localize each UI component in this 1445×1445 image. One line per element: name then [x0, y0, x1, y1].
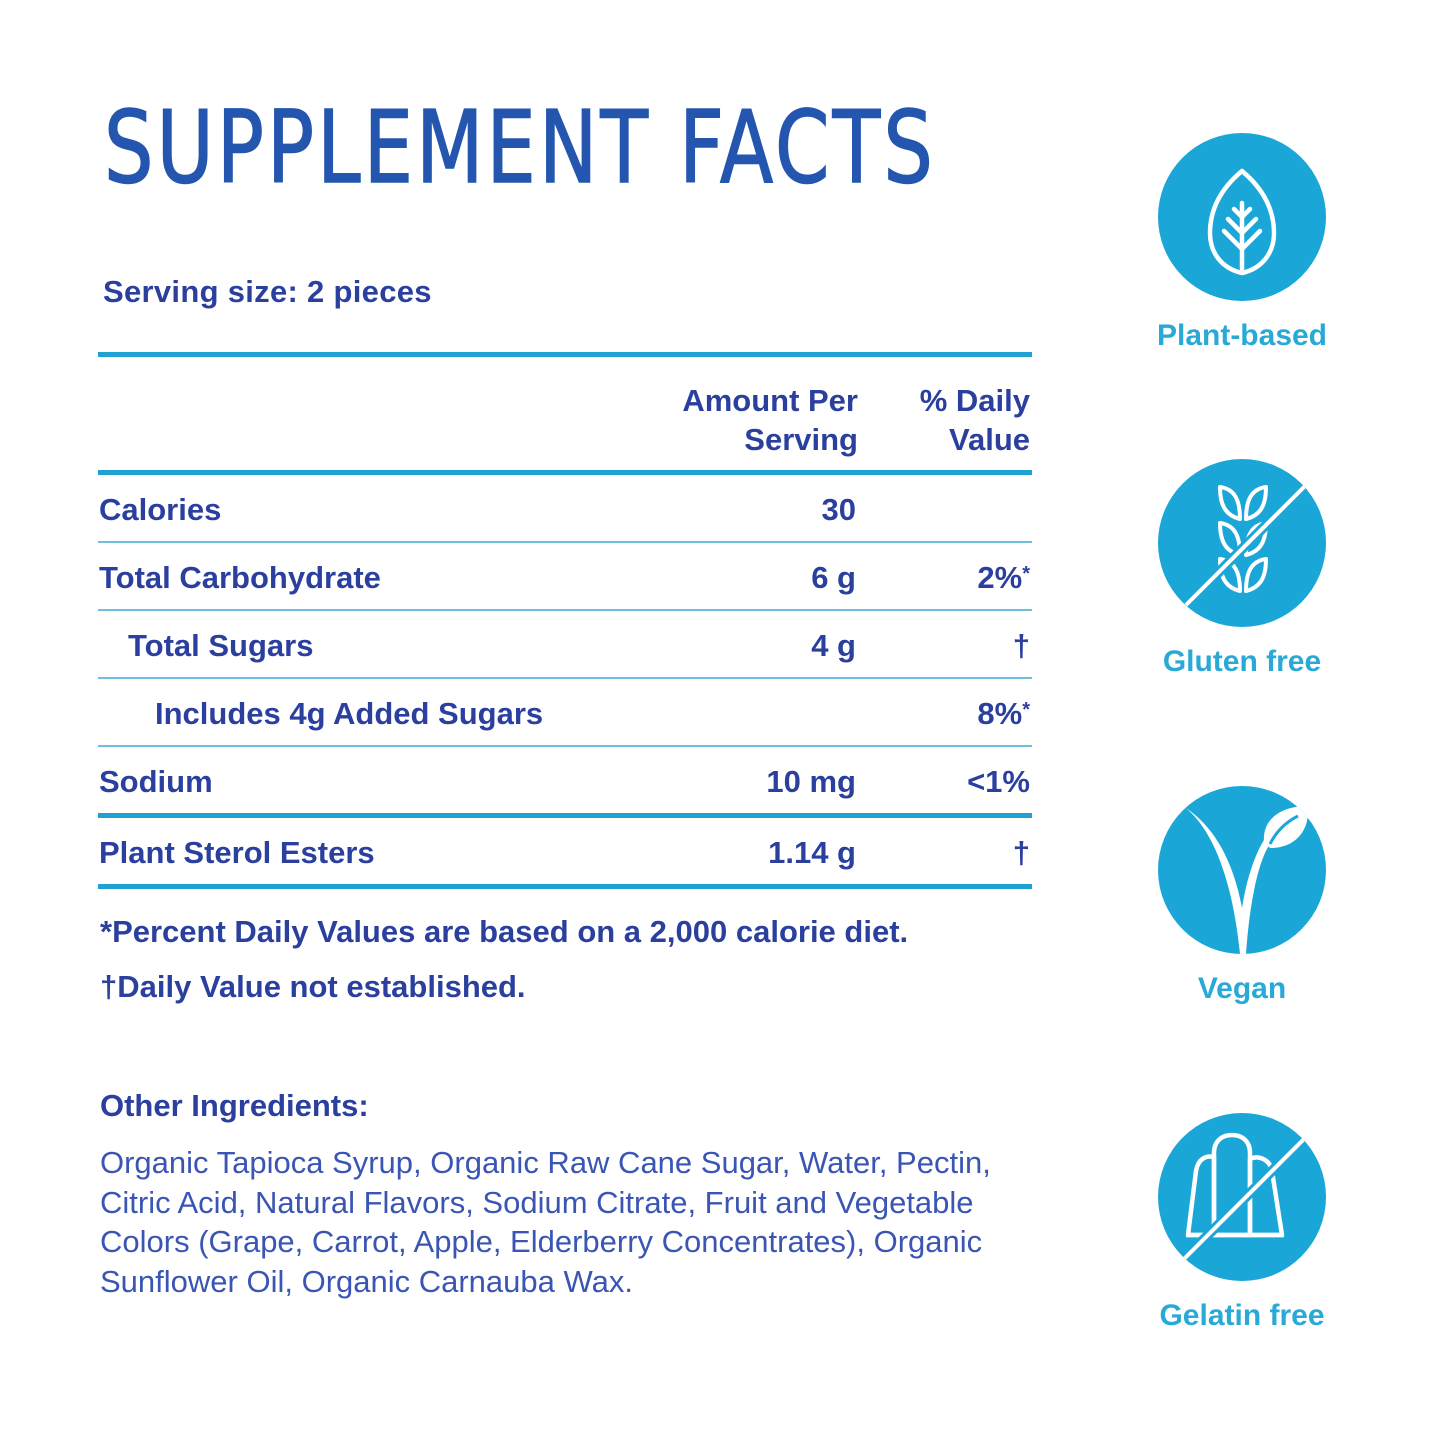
header-dv-line2: Value	[949, 422, 1030, 457]
nutrient-label: Total Sugars	[128, 628, 314, 663]
nutrient-amount: 30	[821, 492, 856, 527]
table-row-added-sugars: Includes 4g Added Sugars 8%*	[98, 679, 1032, 745]
leaf-icon	[1207, 168, 1277, 276]
badge-label: Plant-based	[1156, 319, 1328, 352]
nutrient-amount: 10 mg	[766, 764, 856, 799]
nutrient-amount: 4 g	[811, 628, 856, 663]
other-ingredients-heading: Other Ingredients:	[100, 1088, 369, 1123]
header-amount-line2: Serving	[744, 422, 858, 457]
table-row-plant-sterol-esters: Plant Sterol Esters 1.14 g †	[98, 818, 1032, 884]
footnote-dv-not-established: †Daily Value not established.	[100, 969, 526, 1004]
vegan-v-leaf-icon	[1186, 806, 1309, 954]
badge-label: Gelatin free	[1159, 1299, 1325, 1332]
badge-label: Vegan	[1197, 972, 1287, 1005]
divider-thin	[98, 745, 1032, 747]
footnote-percent-daily-values: *Percent Daily Values are based on a 2,0…	[100, 914, 909, 949]
serving-size: Serving size: 2 pieces	[103, 274, 432, 309]
table-row-total-carbohydrate: Total Carbohydrate 6 g 2%*	[98, 543, 1032, 609]
nutrient-label: Plant Sterol Esters	[99, 835, 375, 870]
table-row-calories: Calories 30	[98, 475, 1032, 541]
header-daily-value: % Daily Value	[920, 381, 1030, 459]
nutrient-label: Includes 4g Added Sugars	[155, 696, 544, 731]
badge-plant-based: Plant-based	[1140, 133, 1344, 353]
divider-thick	[98, 470, 1032, 475]
table-header: Amount Per Serving % Daily Value	[98, 357, 1032, 470]
table-row-sodium: Sodium 10 mg <1%	[98, 747, 1032, 813]
header-amount-per-serving: Amount Per Serving	[682, 381, 858, 459]
nutrient-dv: †	[1012, 835, 1030, 870]
badge-gelatin-free: Gelatin free	[1140, 1113, 1344, 1333]
badge-label: Gluten free	[1162, 645, 1322, 678]
nutrient-label: Sodium	[99, 764, 213, 799]
divider-thin	[98, 609, 1032, 611]
nutrient-dv: †	[1012, 628, 1030, 663]
divider-thin	[98, 541, 1032, 543]
no-wheat-icon	[1182, 479, 1312, 609]
nutrient-dv: 2%*	[977, 560, 1030, 595]
nutrient-dv: 8%*	[977, 696, 1030, 731]
no-gelatin-icon	[1178, 1129, 1314, 1265]
nutrient-label: Calories	[99, 492, 222, 527]
nutrient-dv: <1%	[967, 764, 1030, 799]
supplement-facts-table: Amount Per Serving % Daily Value Calorie…	[98, 352, 1032, 889]
nutrient-amount: 1.14 g	[768, 835, 856, 870]
badge-gluten-free: Gluten free	[1140, 459, 1344, 679]
nutrient-label: Total Carbohydrate	[99, 560, 381, 595]
badge-vegan: Vegan	[1140, 786, 1344, 1006]
nutrient-amount: 6 g	[811, 560, 856, 595]
table-row-total-sugars: Total Sugars 4 g †	[98, 611, 1032, 677]
header-dv-line1: % Daily	[919, 383, 1030, 418]
header-amount-line1: Amount Per	[682, 383, 858, 418]
divider-thin	[98, 677, 1032, 679]
page-title: SUPPLEMENT FACTS	[103, 89, 937, 206]
divider-thick	[98, 813, 1032, 818]
other-ingredients-text: Organic Tapioca Syrup, Organic Raw Cane …	[100, 1145, 991, 1299]
divider-thick	[98, 352, 1032, 357]
divider-thick	[98, 884, 1032, 889]
